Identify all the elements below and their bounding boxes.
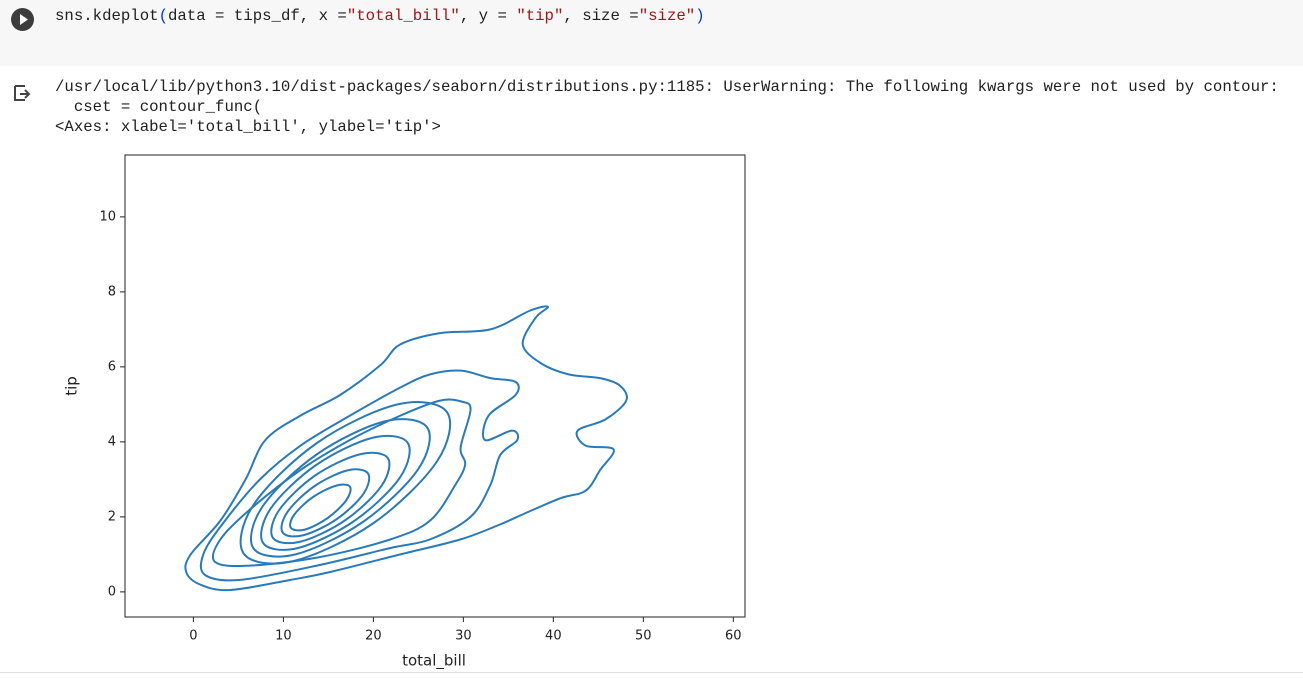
code-token: "tip" [516, 7, 564, 25]
y-tick-label: 6 [108, 359, 116, 374]
y-tick-label: 2 [108, 509, 116, 524]
code-token: ( [158, 7, 168, 25]
y-tick-label: 10 [99, 209, 116, 224]
code-token: sns.kdeplot [55, 7, 159, 25]
contour-line [270, 451, 391, 545]
contour-line [199, 369, 520, 582]
code-token: , size = [563, 7, 639, 25]
y-tick-label: 0 [108, 584, 116, 599]
code-token: ) [695, 7, 705, 25]
y-tick-label: 8 [108, 284, 116, 299]
x-tick-label: 40 [545, 629, 562, 644]
code-line[interactable]: sns.kdeplot(data = tips_df, x ="total_bi… [55, 7, 705, 25]
contour-line [250, 418, 431, 558]
y-axis-label: tip [63, 376, 81, 396]
code-token: "total_bill" [346, 7, 460, 25]
output-text: /usr/local/lib/python3.10/dist-packages/… [55, 77, 1279, 137]
x-tick-label: 0 [189, 629, 197, 644]
output-icon[interactable] [13, 84, 31, 102]
code-token: "size" [638, 7, 696, 25]
plot-frame [124, 154, 746, 618]
x-tick-label: 60 [725, 629, 742, 644]
run-button[interactable] [11, 8, 34, 31]
x-tick-label: 30 [455, 629, 472, 644]
x-tick-label: 20 [365, 629, 382, 644]
y-tick-label: 4 [108, 434, 116, 449]
divider [0, 672, 1303, 673]
output-line: <Axes: xlabel='total_bill', ylabel='tip'… [55, 118, 441, 136]
contour-line [280, 468, 371, 538]
code-token: data = tips_df, x = [167, 7, 347, 25]
output-line: /usr/local/lib/python3.10/dist-packages/… [55, 78, 1279, 96]
x-tick-label: 50 [635, 629, 652, 644]
contour-line [260, 434, 411, 551]
contour-line [184, 305, 628, 592]
contour-line [289, 483, 352, 532]
code-cell: sns.kdeplot(data = tips_df, x ="total_bi… [0, 0, 1303, 66]
code-token: , y = [459, 7, 517, 25]
output-line: cset = contour_func( [55, 98, 263, 116]
x-tick-label: 10 [275, 629, 292, 644]
x-axis-label: total_bill [402, 652, 466, 671]
contour-line [239, 401, 452, 565]
run-icon [20, 14, 28, 25]
